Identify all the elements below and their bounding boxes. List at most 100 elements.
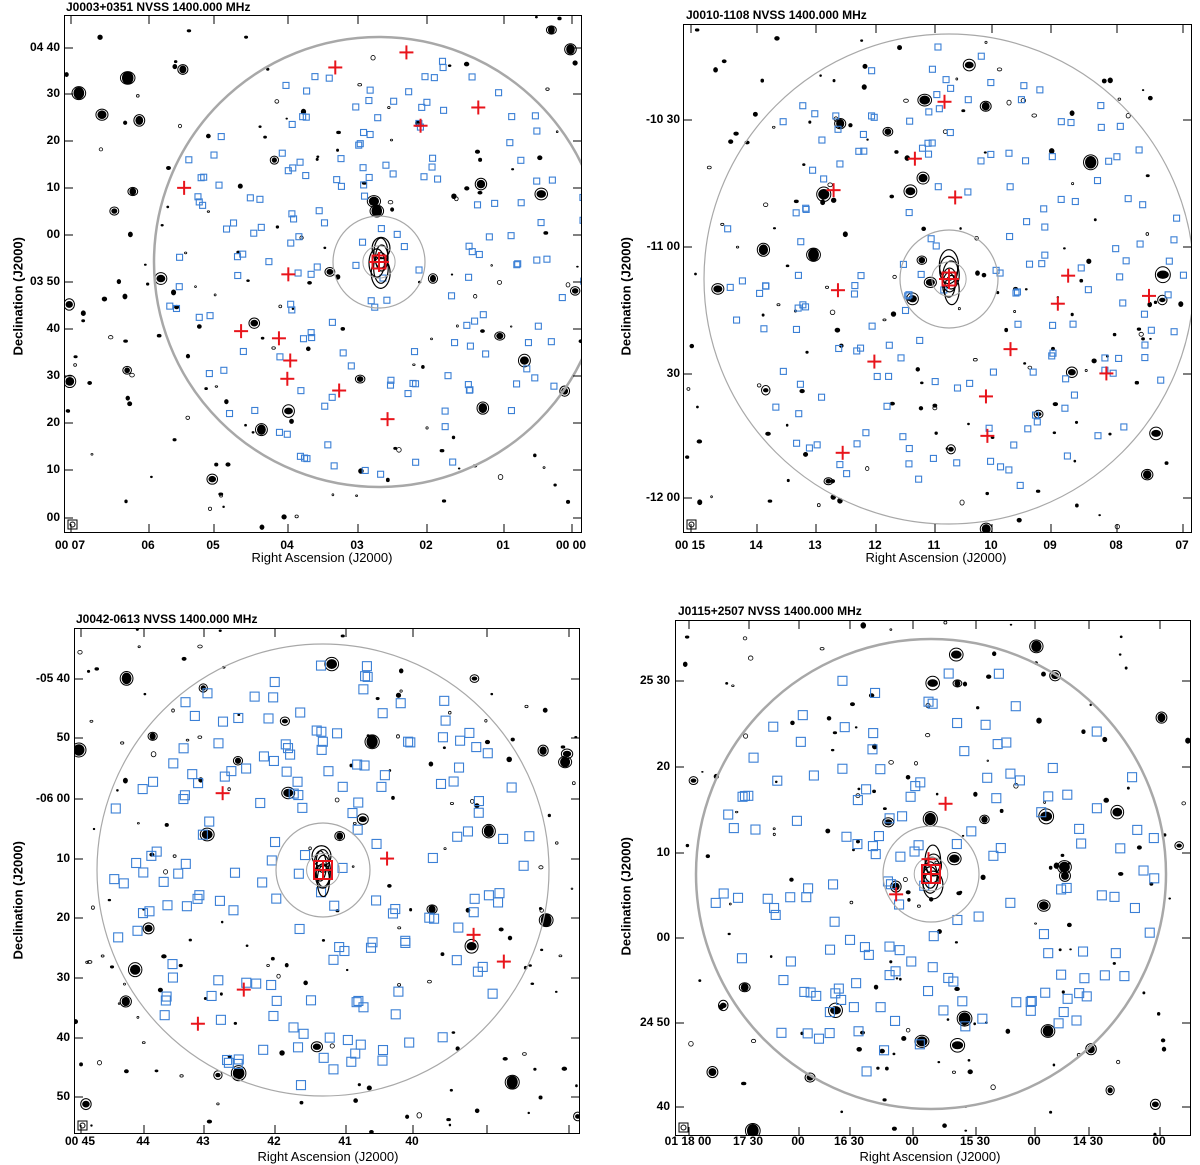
y-tick-label: 10 bbox=[656, 845, 670, 859]
contour-ring bbox=[122, 365, 132, 375]
contour-source bbox=[220, 920, 224, 924]
galaxy-box bbox=[269, 836, 281, 848]
galaxy-box bbox=[228, 905, 239, 916]
panel-title: J0003+0351 NVSS 1400.000 MHz bbox=[66, 0, 251, 14]
outer-radius-circle bbox=[152, 35, 581, 489]
contour-ring bbox=[75, 742, 87, 758]
galaxy-box bbox=[915, 475, 923, 483]
contour-source bbox=[547, 25, 555, 34]
galaxy-box bbox=[400, 935, 411, 946]
galaxy-box bbox=[824, 1028, 835, 1039]
galaxy-box bbox=[748, 752, 759, 763]
contour-source bbox=[746, 1124, 759, 1135]
galaxy-box bbox=[883, 402, 891, 410]
contour-source bbox=[981, 524, 991, 532]
x-tick-label: 08 bbox=[1109, 538, 1123, 552]
contour-source bbox=[689, 343, 695, 349]
contour-source bbox=[1116, 1059, 1121, 1065]
x-tick-label: 15 30 bbox=[959, 1134, 991, 1148]
galaxy-box bbox=[859, 130, 867, 139]
x-tick-label: 12 bbox=[868, 538, 882, 552]
contour-source bbox=[197, 644, 203, 649]
contour-source bbox=[1024, 288, 1028, 291]
contour-ring bbox=[199, 827, 215, 842]
contour-source bbox=[73, 355, 78, 359]
galaxy-box bbox=[473, 201, 482, 209]
contour-source bbox=[65, 409, 71, 413]
galaxy-box bbox=[229, 219, 238, 227]
galaxy-box bbox=[884, 941, 895, 952]
contour-source bbox=[697, 499, 703, 506]
contour-source bbox=[204, 387, 208, 391]
galaxy-box bbox=[923, 985, 934, 997]
contour-source bbox=[1053, 862, 1060, 869]
galaxy-box bbox=[836, 994, 847, 1006]
contour-source bbox=[775, 780, 778, 784]
contour-source bbox=[855, 839, 860, 844]
inner-radius-circle bbox=[332, 215, 426, 309]
contour-ring bbox=[334, 831, 346, 842]
galaxy-box bbox=[295, 233, 303, 241]
contour-source bbox=[903, 98, 909, 103]
galaxy-box bbox=[947, 84, 955, 92]
contour-source bbox=[785, 423, 789, 427]
galaxy-box bbox=[166, 302, 174, 310]
y-tick-label: -10 30 bbox=[645, 112, 680, 126]
galaxy-box bbox=[462, 826, 474, 837]
galaxy-box bbox=[197, 829, 208, 840]
contour-source bbox=[496, 332, 504, 340]
galaxy-box bbox=[942, 76, 950, 84]
galaxy-box bbox=[1140, 310, 1149, 318]
contour-source bbox=[980, 874, 986, 880]
galaxy-box bbox=[925, 108, 933, 116]
contour-source bbox=[285, 117, 288, 120]
galaxy-box bbox=[162, 900, 173, 911]
galaxy-box bbox=[400, 937, 411, 948]
contour-source bbox=[484, 719, 488, 723]
galaxy-box bbox=[750, 824, 761, 835]
contour-source bbox=[701, 770, 704, 773]
galaxy-box bbox=[318, 1052, 329, 1063]
galaxy-box bbox=[1014, 320, 1022, 328]
contour-ring bbox=[230, 1065, 247, 1082]
galaxy-box bbox=[285, 749, 296, 760]
galaxy-box bbox=[215, 181, 223, 189]
contour-source bbox=[421, 365, 425, 369]
contour-source bbox=[793, 199, 799, 204]
galaxy-box bbox=[404, 390, 412, 398]
galaxy-box bbox=[356, 140, 364, 148]
galaxy-box bbox=[330, 462, 338, 470]
y-tick-label: -11 00 bbox=[646, 239, 680, 253]
contour-source bbox=[713, 67, 718, 73]
galaxy-box bbox=[452, 831, 463, 842]
contour-source bbox=[1185, 737, 1190, 744]
galaxy-box bbox=[1141, 341, 1149, 349]
contour-source bbox=[743, 733, 749, 739]
contour-source bbox=[527, 1111, 530, 1115]
galaxy-box bbox=[829, 916, 840, 927]
contour-source bbox=[409, 908, 413, 912]
contour-source bbox=[357, 83, 363, 87]
galaxy-box bbox=[337, 182, 345, 190]
galaxy-box bbox=[283, 430, 291, 438]
galaxy-box bbox=[769, 902, 780, 914]
galaxy-box bbox=[799, 102, 807, 110]
galaxy-box bbox=[1005, 466, 1013, 474]
galaxy-box bbox=[543, 255, 551, 263]
contour-source bbox=[146, 282, 150, 286]
contour-source bbox=[1108, 432, 1112, 436]
contour-source bbox=[345, 968, 349, 972]
galaxy-box bbox=[901, 306, 910, 315]
galaxy-box bbox=[792, 209, 800, 217]
contour-source bbox=[890, 311, 897, 317]
galaxy-box bbox=[1149, 873, 1160, 884]
contour-source bbox=[861, 84, 867, 90]
galaxy-box bbox=[996, 463, 1005, 471]
contour-source bbox=[425, 426, 429, 430]
contour-ring bbox=[427, 273, 439, 284]
galaxy-box bbox=[1016, 481, 1024, 489]
galaxy-box bbox=[1135, 146, 1143, 154]
galaxy-box bbox=[533, 256, 541, 264]
contour-source bbox=[959, 227, 962, 230]
galaxy-box bbox=[933, 91, 941, 99]
